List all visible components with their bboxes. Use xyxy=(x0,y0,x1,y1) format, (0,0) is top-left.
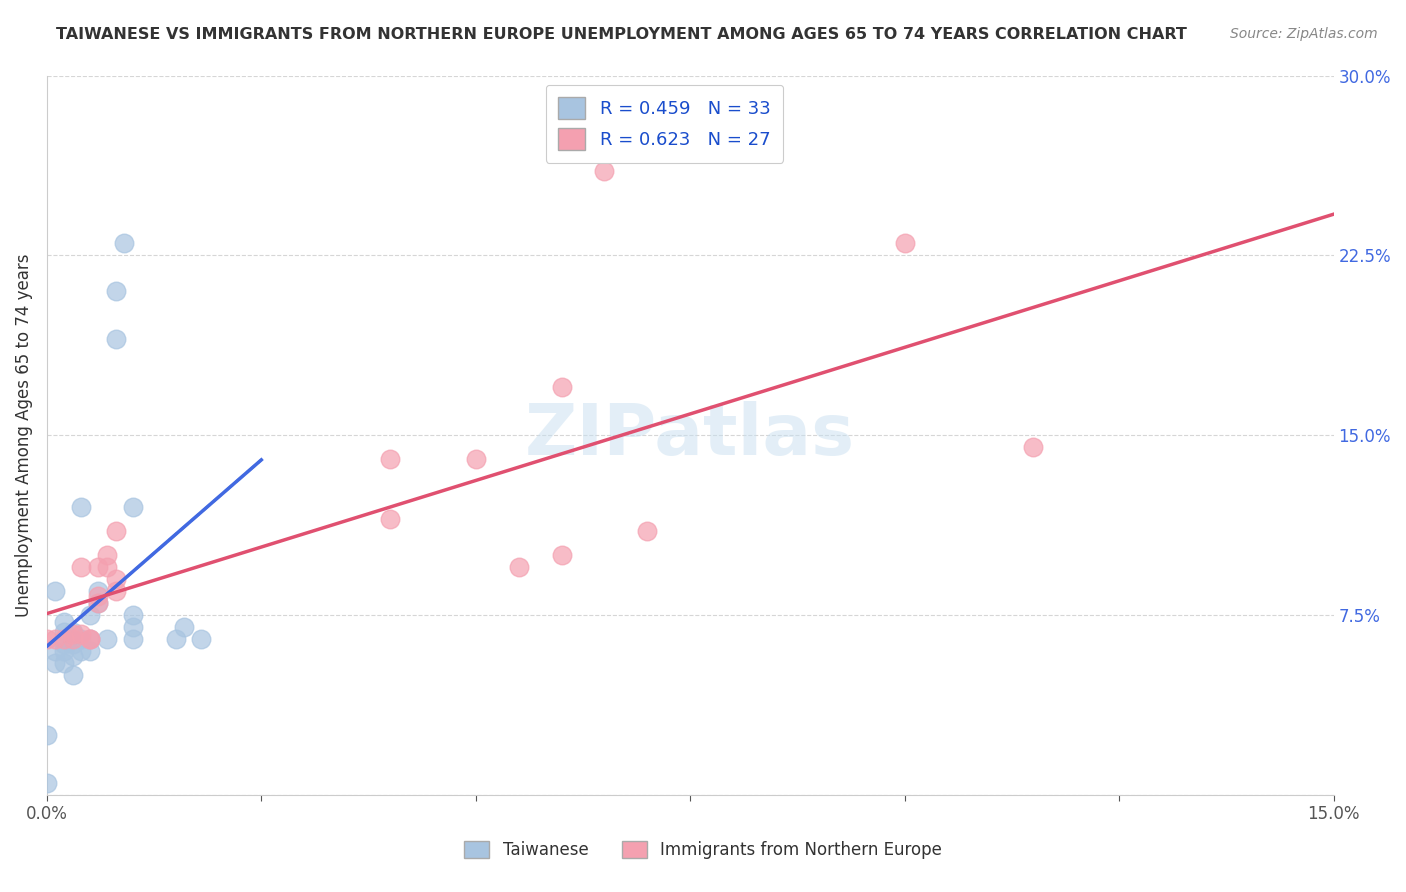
Point xyxy=(550,548,572,562)
Point xyxy=(550,380,572,394)
Point xyxy=(53,644,76,658)
Point xyxy=(104,332,127,346)
Point xyxy=(87,584,110,599)
Point xyxy=(104,285,127,299)
Point xyxy=(35,632,58,647)
Text: ZIPatlas: ZIPatlas xyxy=(524,401,855,470)
Point xyxy=(79,632,101,647)
Point xyxy=(70,644,93,658)
Point xyxy=(190,632,212,647)
Point xyxy=(53,624,76,639)
Point xyxy=(79,632,101,647)
Point xyxy=(96,560,118,574)
Point xyxy=(62,624,84,639)
Point xyxy=(62,632,84,647)
Text: Source: ZipAtlas.com: Source: ZipAtlas.com xyxy=(1230,27,1378,41)
Point xyxy=(70,500,93,515)
Point xyxy=(165,632,187,647)
Point xyxy=(1022,440,1045,454)
Legend: R = 0.459   N = 33, R = 0.623   N = 27: R = 0.459 N = 33, R = 0.623 N = 27 xyxy=(546,85,783,163)
Point xyxy=(44,632,66,647)
Point xyxy=(87,596,110,610)
Point xyxy=(378,452,401,467)
Point xyxy=(378,512,401,526)
Point xyxy=(35,728,58,742)
Point xyxy=(53,656,76,670)
Point xyxy=(87,589,110,603)
Point xyxy=(121,632,143,647)
Point xyxy=(104,524,127,539)
Legend: Taiwanese, Immigrants from Northern Europe: Taiwanese, Immigrants from Northern Euro… xyxy=(457,834,949,866)
Point xyxy=(79,632,101,647)
Point xyxy=(121,500,143,515)
Point xyxy=(121,620,143,634)
Point xyxy=(62,637,84,651)
Point xyxy=(35,776,58,790)
Point xyxy=(62,668,84,682)
Point xyxy=(53,637,76,651)
Point xyxy=(893,236,915,251)
Point xyxy=(508,560,530,574)
Point xyxy=(96,548,118,562)
Point xyxy=(44,584,66,599)
Point xyxy=(70,632,93,647)
Point xyxy=(44,644,66,658)
Point xyxy=(87,596,110,610)
Point xyxy=(79,644,101,658)
Point xyxy=(87,560,110,574)
Point xyxy=(70,560,93,574)
Point xyxy=(104,572,127,586)
Text: TAIWANESE VS IMMIGRANTS FROM NORTHERN EUROPE UNEMPLOYMENT AMONG AGES 65 TO 74 YE: TAIWANESE VS IMMIGRANTS FROM NORTHERN EU… xyxy=(56,27,1187,42)
Point xyxy=(173,620,195,634)
Point xyxy=(79,608,101,623)
Point xyxy=(104,584,127,599)
Point xyxy=(44,656,66,670)
Point xyxy=(112,236,135,251)
Point xyxy=(96,632,118,647)
Point xyxy=(636,524,658,539)
Point xyxy=(464,452,486,467)
Point xyxy=(121,608,143,623)
Point xyxy=(53,632,76,647)
Point xyxy=(62,648,84,663)
Point xyxy=(593,164,616,178)
Point xyxy=(62,627,84,641)
Point xyxy=(53,615,76,630)
Point xyxy=(70,627,93,641)
Y-axis label: Unemployment Among Ages 65 to 74 years: Unemployment Among Ages 65 to 74 years xyxy=(15,253,32,617)
